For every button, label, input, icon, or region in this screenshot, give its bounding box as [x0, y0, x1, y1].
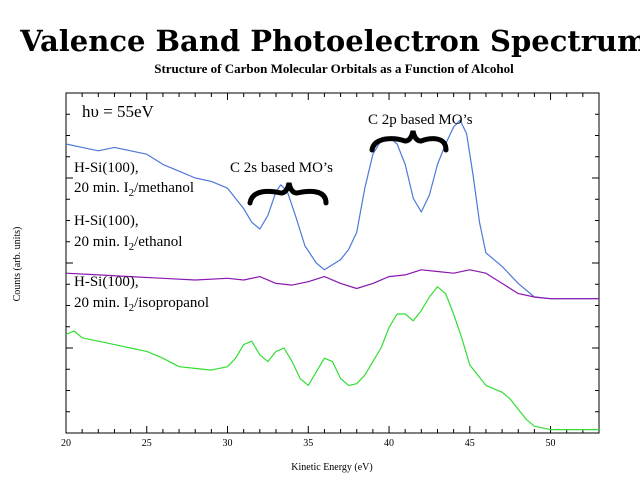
- methanol-label-line1: H-Si(100),: [74, 160, 139, 176]
- c2s-brace: [247, 182, 329, 206]
- isopropanol-label-line1: H-Si(100),: [74, 274, 139, 290]
- x-tick-label: 40: [384, 438, 394, 449]
- x-axis-label: Kinetic Energy (eV): [291, 462, 372, 473]
- isopropanol-label-line2: 20 min. I2/isopropanol: [74, 295, 209, 314]
- series-line-isopropanol: [65, 286, 599, 431]
- series-layer: [65, 119, 599, 431]
- x-tick-label: 45: [465, 438, 475, 449]
- c2p-annotation: C 2p based MO’s: [368, 112, 473, 128]
- chart-title: Valence Band Photoelectron Spectrum: [19, 24, 640, 58]
- y-axis-label: Counts (arb. units): [12, 227, 23, 302]
- series-line-ethanol: [65, 269, 599, 300]
- c2p-brace: [369, 130, 449, 153]
- ethanol-label-line1: H-Si(100),: [74, 213, 139, 229]
- chart-subtitle: Structure of Carbon Molecular Orbitals a…: [154, 61, 514, 76]
- ethanol-label-line2: 20 min. I2/ethanol: [74, 234, 182, 253]
- plot-frame: [65, 92, 600, 434]
- x-tick-label: 50: [546, 438, 556, 449]
- c2s-annotation: C 2s based MO’s: [230, 160, 333, 176]
- y-axis-ticks: [66, 113, 599, 434]
- x-tick-label: 30: [223, 438, 233, 449]
- x-axis-ticks: 20 25 30 35 40 45 50: [61, 93, 600, 449]
- photon-energy-label: hυ = 55eV: [82, 102, 155, 121]
- x-tick-label: 20: [61, 438, 71, 449]
- x-tick-label: 25: [142, 438, 152, 449]
- methanol-label-line2: 20 min. I2/methanol: [74, 180, 194, 199]
- x-tick-label: 35: [303, 438, 313, 449]
- series-line-methanol: [65, 119, 599, 300]
